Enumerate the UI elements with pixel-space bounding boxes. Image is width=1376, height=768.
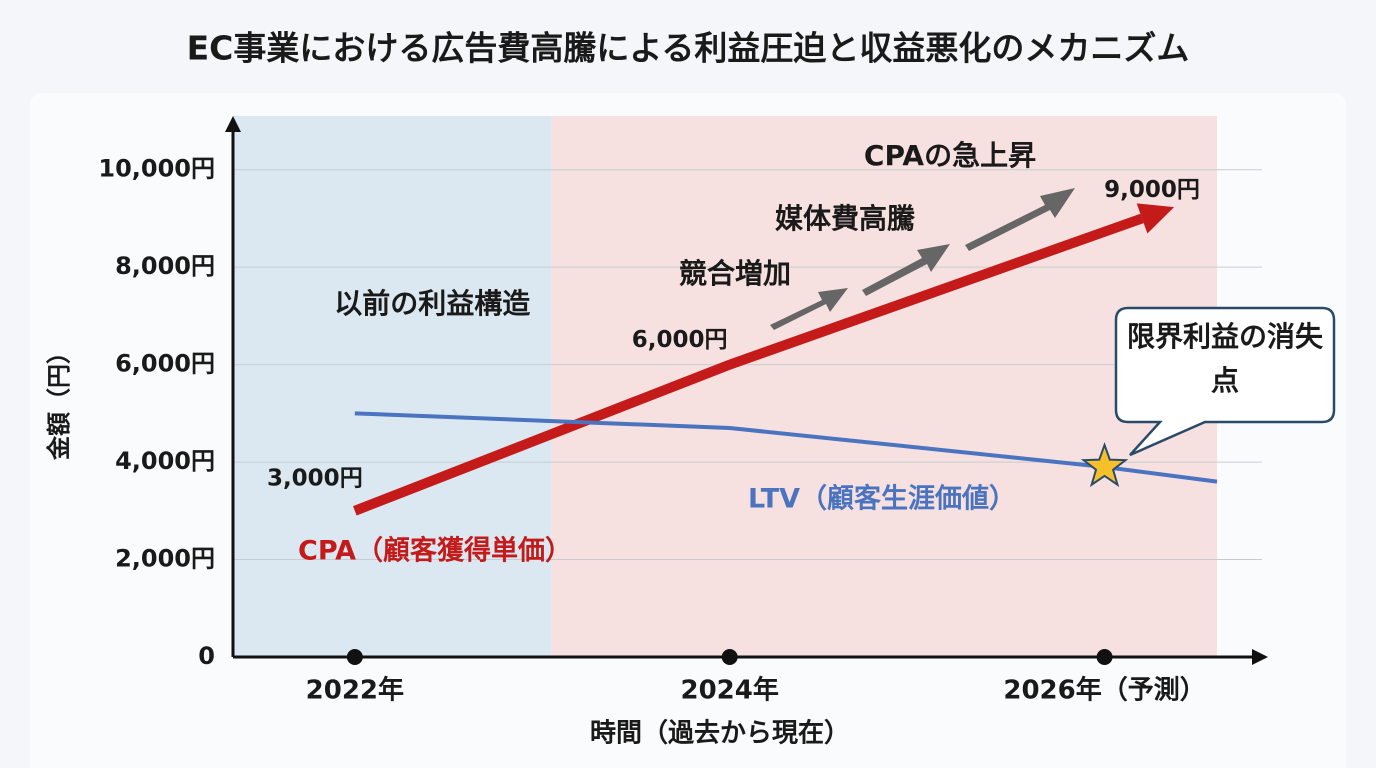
region: [233, 116, 552, 657]
y-tick-label: 0: [198, 642, 215, 670]
callout-box: [1114, 306, 1336, 457]
series-arrowhead: [1136, 203, 1175, 234]
series-line: [354, 411, 1218, 484]
series-label: LTV（顧客生涯価値）: [748, 483, 1016, 515]
y-axis-label: 金額（円）: [45, 340, 73, 461]
annotation: CPAの急上昇: [864, 139, 1036, 172]
x-tick-label: 2026年（予測）: [1003, 675, 1205, 706]
data-label: 9,000円: [1104, 177, 1200, 203]
x-axis-arrow: [1252, 649, 1268, 665]
data-label: 3,000円: [267, 465, 363, 491]
chart-title: EC事業における広告費高騰による利益圧迫と収益悪化のメカニズム: [187, 29, 1190, 68]
x-axis-label: 時間（過去から現在）: [590, 719, 850, 749]
star-marker: [1080, 442, 1129, 488]
y-tick-label: 8,000円: [115, 252, 215, 280]
y-tick-label: 6,000円: [115, 350, 215, 378]
annotation: 媒体費高騰: [775, 202, 916, 235]
region-label: 以前の利益構造: [334, 287, 530, 320]
data-label: 6,000円: [632, 327, 728, 353]
x-tick-label: 2024年: [681, 675, 779, 706]
series-label: CPA（顧客獲得単価）: [298, 535, 572, 567]
trend-arrows: [770, 188, 1075, 330]
y-tick-label: 2,000円: [115, 545, 215, 573]
y-tick-label: 4,000円: [115, 447, 215, 475]
x-tick-label: 2022年: [306, 675, 404, 706]
y-axis-arrow: [225, 116, 241, 132]
y-tick-label: 10,000円: [98, 155, 215, 183]
callout: 限界利益の消失点: [1126, 320, 1323, 397]
callout-wrap: 限界利益の消失点: [1126, 320, 1323, 397]
series-line: [353, 213, 1144, 516]
annotation: 競合増加: [679, 257, 791, 290]
